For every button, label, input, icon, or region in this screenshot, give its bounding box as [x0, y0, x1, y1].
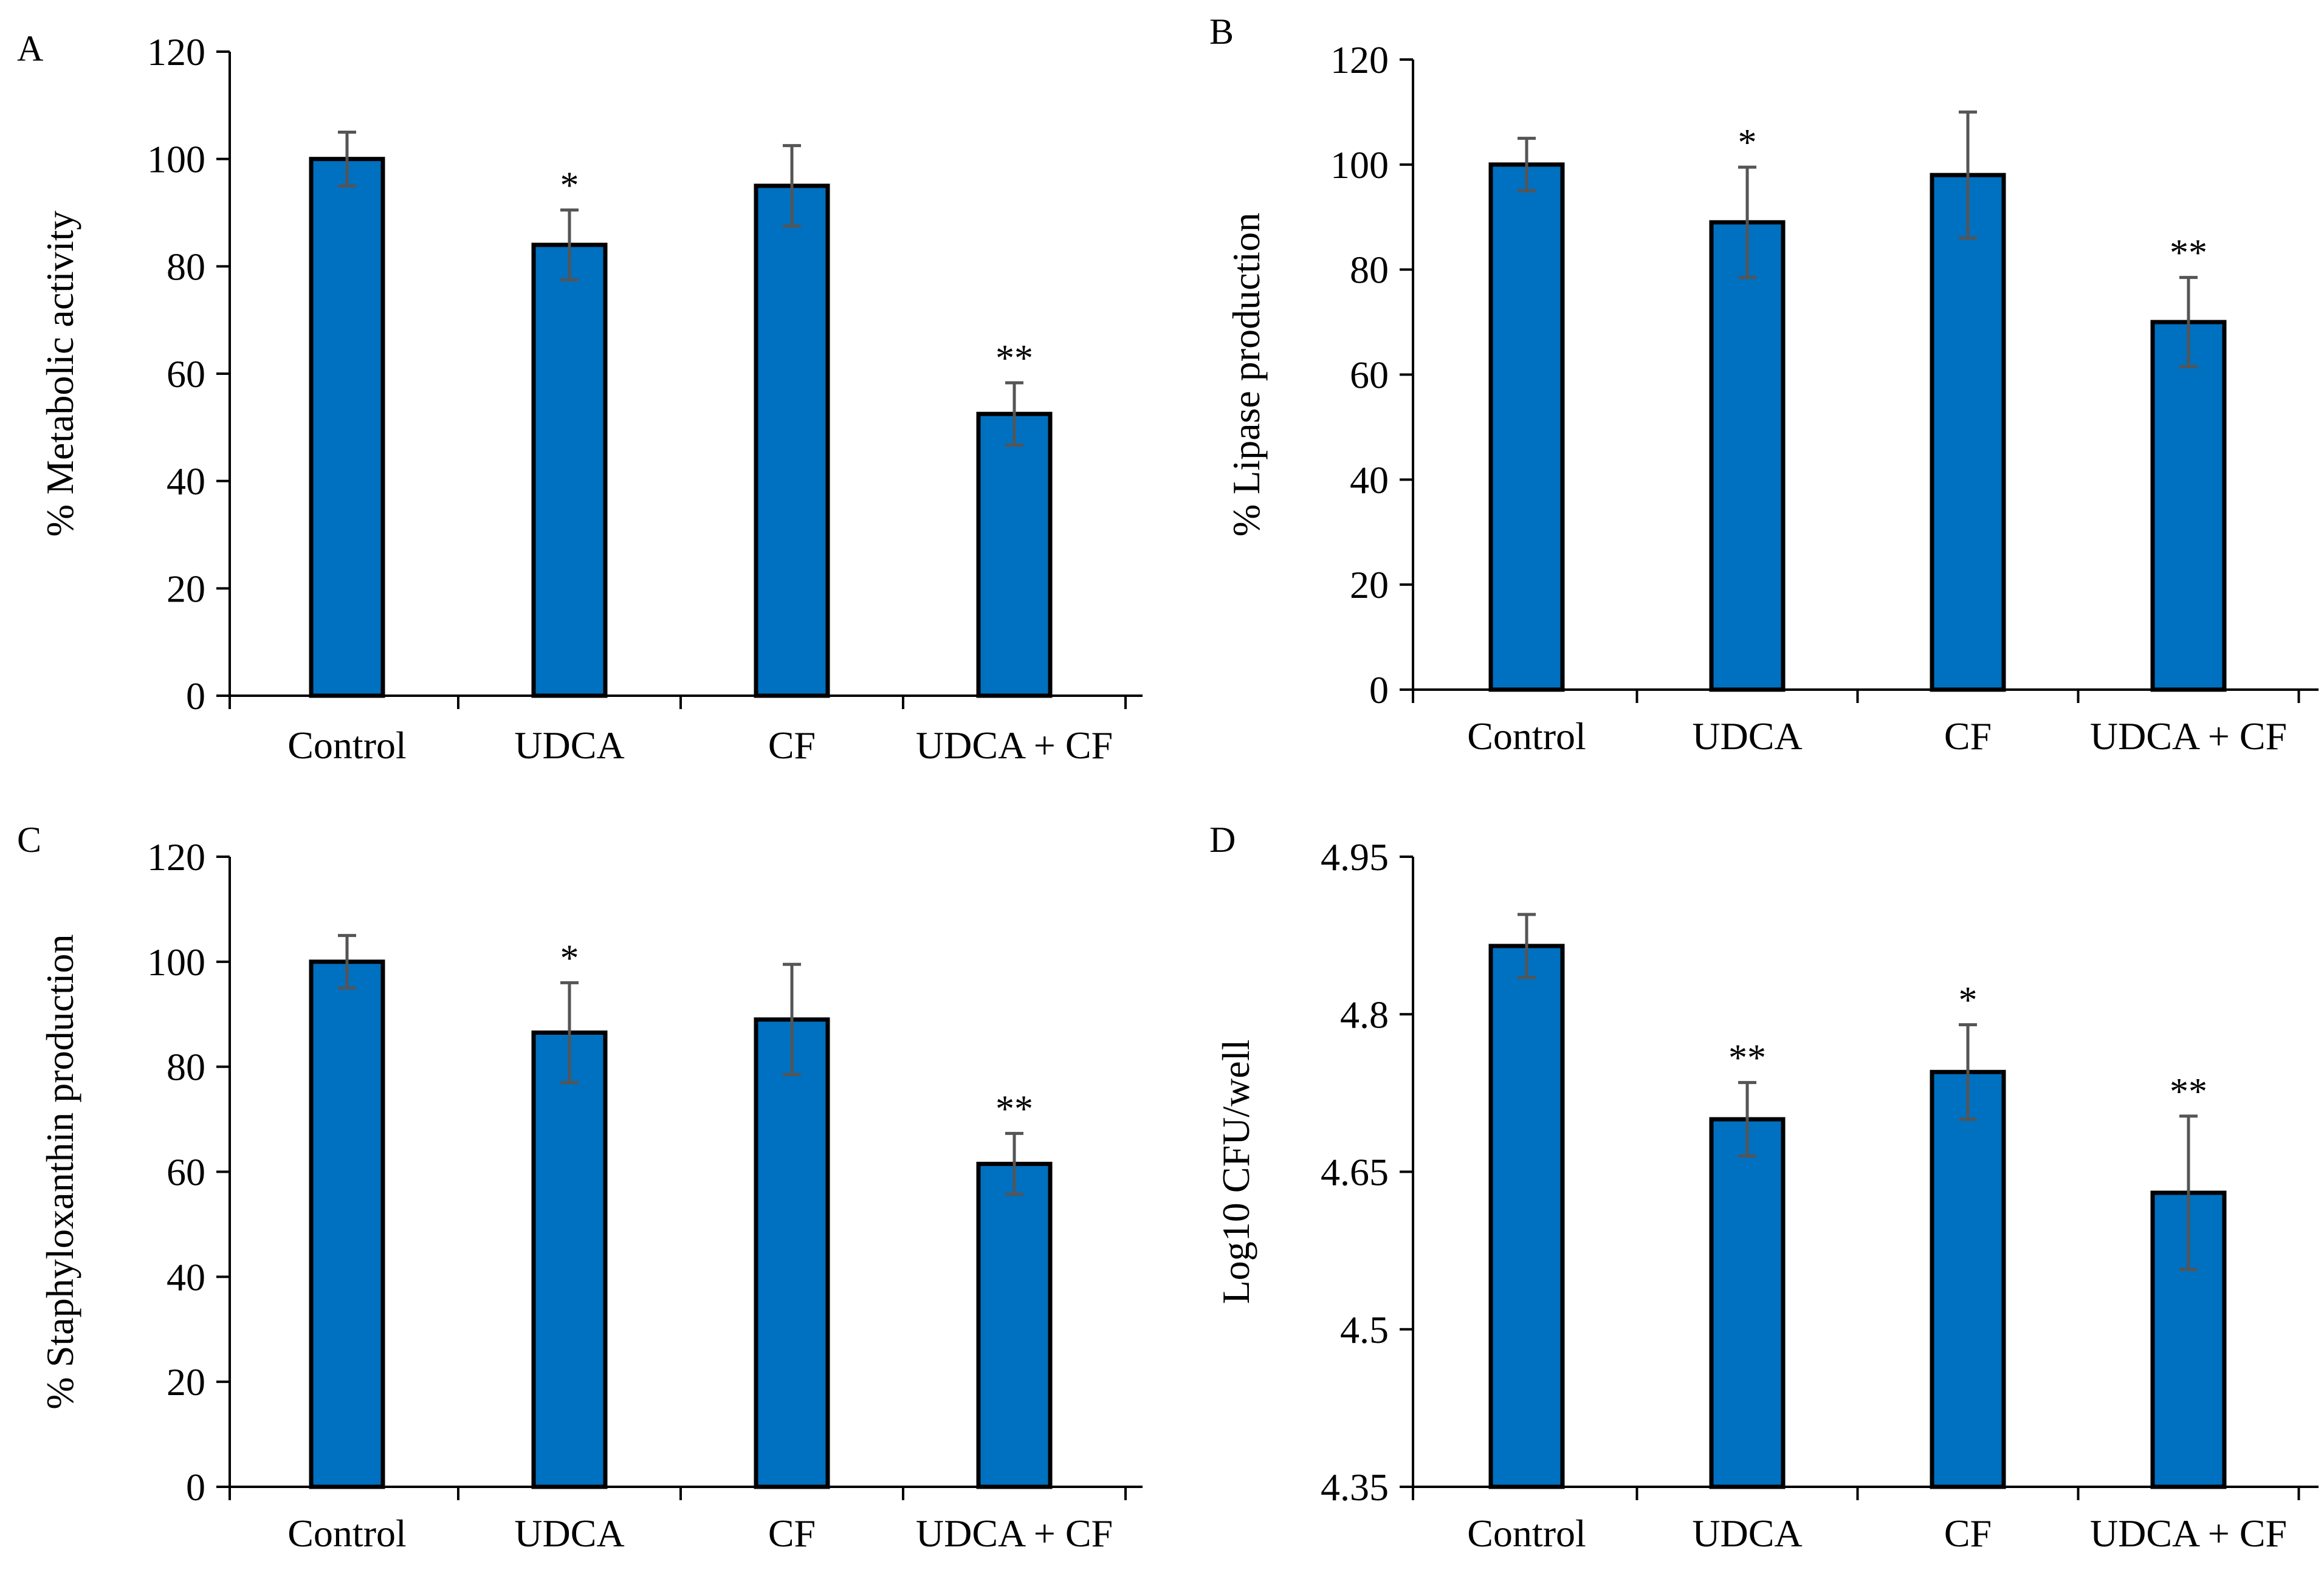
panel-letter-d: D [1209, 820, 1236, 860]
x-tick-label-cf: CF [768, 724, 816, 767]
x-tick-label-udca: UDCA [1692, 1512, 1802, 1555]
x-tick-label-udca-cf: UDCA + CF [916, 724, 1113, 767]
x-tick-label-cf: CF [768, 1512, 816, 1555]
significance-udca-cf: ** [2170, 1071, 2207, 1113]
bar-control [1488, 944, 1565, 1489]
y-tick-label: 120 [147, 30, 205, 74]
significance-udca: * [560, 165, 579, 207]
y-tick-label: 120 [1330, 38, 1389, 81]
panel-a: A % Metabolic activity Control * UDCA CF ** UDC… [17, 29, 1143, 767]
significance-udca: * [560, 938, 579, 979]
y-axis-title: % Staphyloxanthin production [38, 934, 81, 1409]
y-tick-label: 80 [167, 245, 205, 288]
x-tick-label-cf: CF [1944, 1512, 1992, 1555]
panel-d: D Log10 CFU/well Control ** UDCA * CF ** UDCA + … [1209, 820, 2319, 1555]
y-tick-label: 80 [167, 1046, 205, 1089]
significance-udca: * [1738, 122, 1757, 163]
bar-udca-cf [976, 411, 1053, 698]
y-tick-label: 4.95 [1321, 835, 1389, 879]
y-tick-label: 20 [167, 567, 205, 610]
y-tick-label: 40 [167, 460, 205, 503]
x-tick-label-control: Control [287, 724, 407, 767]
y-tick-label: 60 [167, 1151, 205, 1194]
x-tick-label-udca-cf: UDCA + CF [2090, 1512, 2287, 1555]
y-tick-label: 100 [147, 941, 205, 984]
bar-cf [754, 1017, 830, 1489]
panel-letter-c: C [17, 820, 41, 860]
y-tick-label: 4.35 [1321, 1466, 1389, 1509]
significance-cf: * [1959, 980, 1978, 1021]
panel-b: B % Lipase production Control * UDCA CF ** UDCA… [1209, 12, 2319, 758]
y-tick-label: 100 [1330, 143, 1389, 187]
y-tick-label: 80 [1350, 249, 1389, 292]
y-tick-label: 0 [1369, 668, 1389, 712]
y-tick-label: 60 [1350, 354, 1389, 397]
y-tick-label: 120 [147, 835, 205, 879]
panel-letter-b: B [1209, 12, 1234, 52]
bar-control [309, 157, 385, 698]
x-tick-label-udca: UDCA [514, 1512, 624, 1555]
y-tick-label: 0 [186, 1466, 205, 1509]
bar-cf [754, 183, 830, 698]
y-tick-label: 100 [147, 138, 205, 181]
significance-udca-cf: ** [2170, 233, 2207, 274]
bar-control [1488, 162, 1565, 692]
x-tick-label-control: Control [1467, 1512, 1586, 1555]
bar-udca [531, 242, 608, 698]
y-axis-title: Log10 CFU/well [1214, 1040, 1257, 1305]
significance-udca-cf: ** [995, 338, 1033, 379]
bar-cf [1930, 1069, 2006, 1489]
y-tick-label: 4.8 [1340, 993, 1389, 1036]
y-tick-label: 20 [167, 1360, 205, 1404]
bar-udca-cf [976, 1162, 1053, 1489]
x-tick-label-control: Control [287, 1512, 407, 1555]
x-tick-label-udca: UDCA [1692, 715, 1802, 758]
y-tick-label: 40 [1350, 458, 1389, 501]
x-tick-label-udca: UDCA [514, 724, 624, 767]
x-tick-label-udca-cf: UDCA + CF [916, 1512, 1113, 1555]
y-tick-label: 20 [1350, 563, 1389, 606]
y-axis-title: % Lipase production [1225, 213, 1268, 537]
bar-udca [1709, 1117, 1786, 1489]
bar-udca [1709, 220, 1786, 692]
panel-letter-a: A [17, 29, 43, 69]
y-tick-label: 40 [167, 1255, 205, 1298]
bar-udca [531, 1030, 608, 1489]
panel-c: C % Staphyloxanthin production Control * UDC… [17, 820, 1143, 1555]
bar-control [309, 959, 385, 1489]
bar-cf [1930, 173, 2006, 692]
bar-udca-cf [2150, 320, 2227, 692]
y-tick-label: 4.5 [1340, 1308, 1389, 1351]
significance-udca-cf: ** [995, 1088, 1033, 1130]
y-axis-title: % Metabolic activity [38, 211, 81, 537]
y-tick-label: 60 [167, 352, 205, 396]
y-tick-label: 4.65 [1321, 1151, 1389, 1194]
y-tick-label: 0 [186, 674, 205, 718]
x-tick-label-udca-cf: UDCA + CF [2090, 715, 2287, 758]
significance-udca: ** [1728, 1038, 1766, 1079]
x-tick-label-control: Control [1467, 715, 1586, 758]
x-tick-label-cf: CF [1944, 715, 1992, 758]
